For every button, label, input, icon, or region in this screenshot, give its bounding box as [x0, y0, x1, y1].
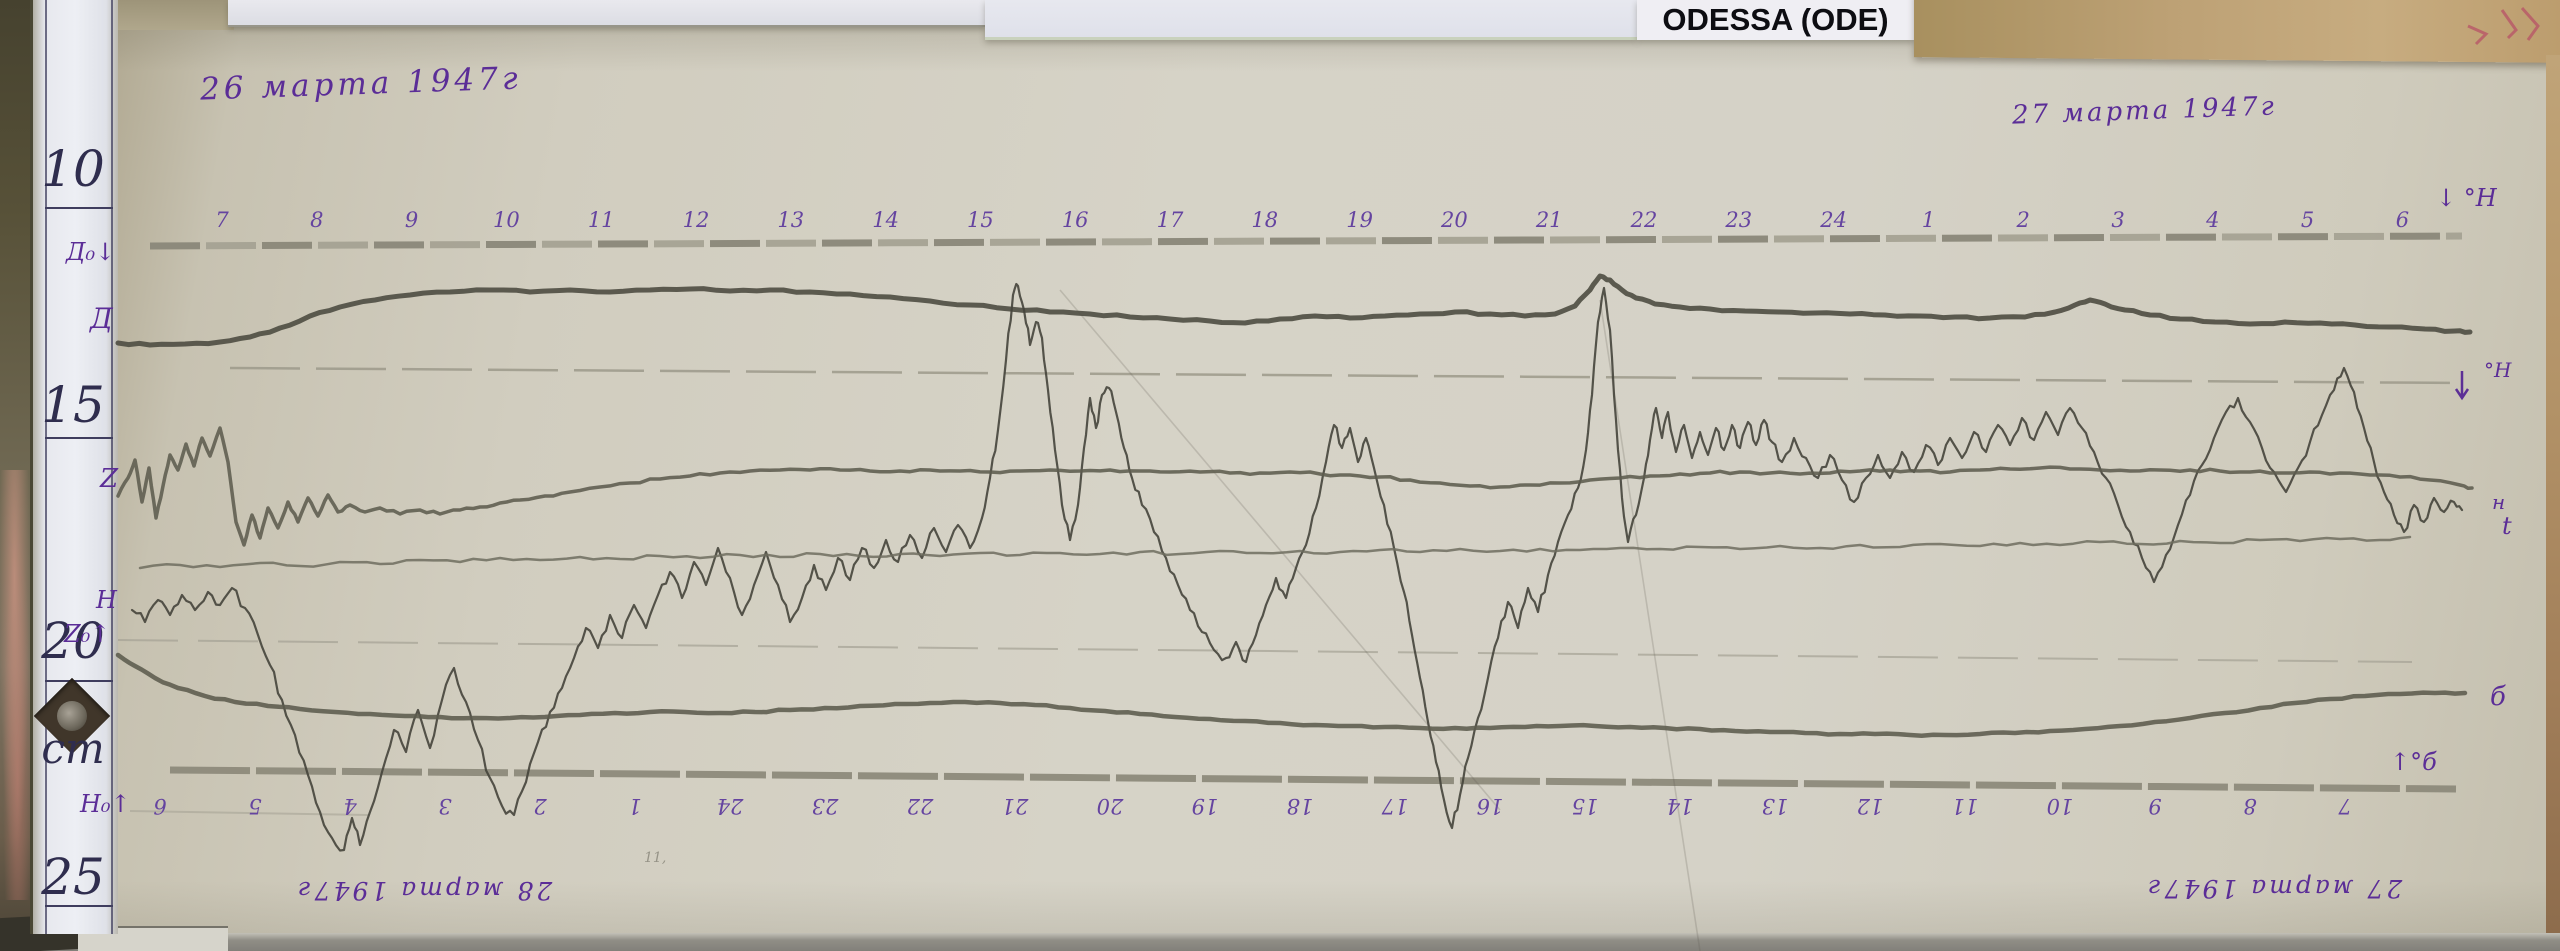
hour-label: 17: [1381, 794, 1409, 818]
ruler-number: 25: [41, 848, 105, 906]
hour-label: 17: [1156, 208, 1184, 232]
hour-label: 10: [493, 208, 520, 232]
hour-label: 8: [310, 208, 324, 232]
cardboard-right-edge: [2546, 55, 2560, 935]
paper-top-edge: [112, 0, 234, 30]
station-label-text: ODESSA (ODE): [1662, 2, 1889, 37]
ruler-division: [45, 680, 113, 682]
trace-label: Z₀↑: [64, 620, 111, 648]
hour-label: 1: [628, 794, 642, 818]
hour-label: 18: [1251, 208, 1279, 232]
hour-label: 15: [967, 208, 994, 232]
hour-label: 14: [872, 208, 899, 232]
hour-label: 11: [587, 208, 615, 232]
hour-label: 6: [153, 794, 167, 818]
hour-label: 24: [716, 794, 744, 818]
hour-label: 12: [1856, 794, 1884, 818]
table-edge: [0, 933, 2560, 951]
trace-label: H₀↑: [80, 790, 131, 818]
hour-label: 18: [1286, 794, 1314, 818]
hour-label: 8: [2243, 794, 2257, 818]
hour-label: 1: [1921, 208, 1936, 232]
hour-label: 20: [1096, 794, 1124, 818]
ruler-division: [45, 905, 113, 907]
trace-label: Д: [90, 302, 113, 335]
trace-label: ↑°б: [2390, 748, 2437, 776]
hour-label: 2: [2016, 208, 2030, 232]
hour-label: 3: [2111, 208, 2125, 232]
ruler-number: 10: [41, 140, 105, 198]
trace-label: н: [2492, 490, 2506, 514]
hour-label: 4: [343, 794, 357, 818]
ruler-division: [45, 207, 113, 209]
ruler-number: 15: [41, 376, 105, 434]
trace-label: Z: [100, 464, 119, 494]
background-wall-pattern: [0, 470, 32, 900]
hour-label: 21: [1535, 208, 1563, 232]
trace-label: 11,: [644, 850, 667, 866]
trace-label: t: [2502, 512, 2512, 540]
handwritten-date-bottom-left-rotated: 28 марта 1947г: [296, 876, 553, 905]
hour-label: 23: [1725, 208, 1753, 232]
hour-label: 22: [906, 794, 934, 818]
hour-label: 5: [248, 794, 262, 818]
trace-label: ↓ °H: [2436, 184, 2497, 212]
hour-label: 21: [1001, 794, 1029, 818]
ruler-unit: cm: [41, 724, 105, 773]
hour-label: 24: [1820, 208, 1847, 232]
trace-label: °H: [2484, 358, 2512, 382]
station-label: ODESSA (ODE): [1637, 0, 1914, 40]
ruler-number: 20: [41, 612, 105, 670]
hour-label: 2: [533, 794, 547, 818]
hour-label: 10: [2046, 794, 2074, 818]
hour-label: 9: [2148, 794, 2162, 818]
hour-label: 23: [811, 794, 839, 818]
hour-label: 13: [777, 208, 805, 232]
hour-label: 19: [1191, 794, 1219, 818]
hour-label: 6: [2395, 208, 2410, 232]
overlay-sheet-left: [228, 0, 985, 27]
hour-label: 9: [404, 208, 419, 232]
trace-label: H: [96, 586, 117, 614]
trace-label: Д₀↓: [66, 238, 116, 266]
overlay-sheet-middle: [985, 0, 1637, 40]
hour-label: 12: [682, 208, 710, 232]
grommet-icon: [57, 701, 87, 731]
ruler: [30, 0, 118, 934]
hour-label: 5: [2300, 208, 2315, 232]
trace-label: б: [2490, 682, 2506, 712]
hour-label: 3: [438, 794, 452, 818]
hour-label: 22: [1630, 208, 1658, 232]
hour-label: 4: [2206, 208, 2220, 232]
ruler-numbers: 10 15 20 25 cm: [30, 0, 118, 934]
hour-label: 11: [1951, 794, 1979, 818]
hour-label: 13: [1761, 794, 1789, 818]
hour-label: 7: [215, 208, 229, 232]
hour-label: 16: [1476, 794, 1504, 818]
hour-label: 14: [1666, 794, 1694, 818]
hour-label: 20: [1441, 208, 1468, 232]
ruler-division: [45, 437, 113, 439]
hour-label: 15: [1571, 794, 1599, 818]
hour-label: 7: [2338, 794, 2352, 818]
hour-label: 16: [1061, 208, 1089, 232]
hour-label: 19: [1346, 208, 1373, 232]
handwritten-date-bottom-right-rotated: 27 марта 1947г: [2146, 874, 2403, 903]
